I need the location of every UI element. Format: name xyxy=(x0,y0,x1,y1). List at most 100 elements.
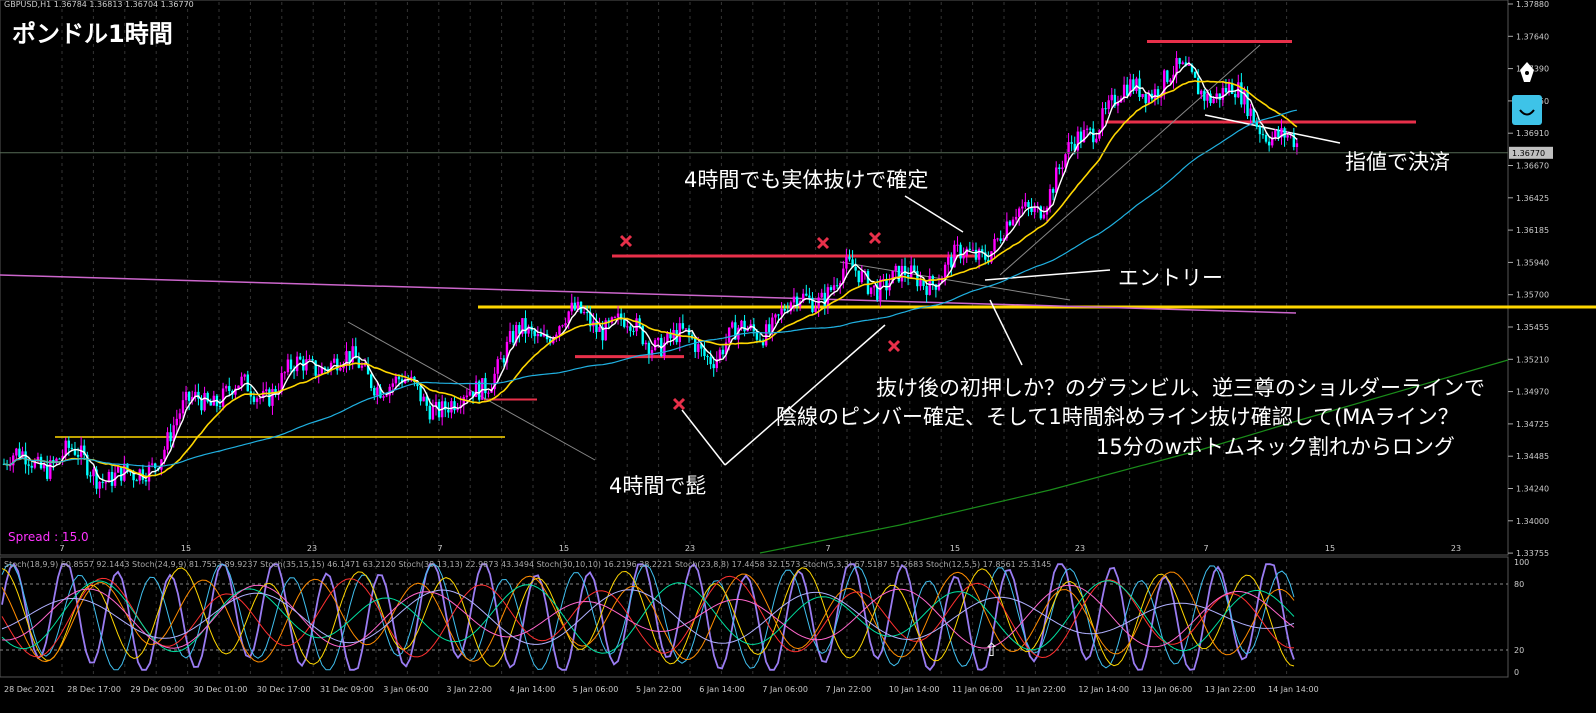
pointer-exit xyxy=(1204,114,1341,144)
pointer-wick-a xyxy=(681,409,726,466)
candle-body xyxy=(450,401,453,413)
candle-body xyxy=(194,391,197,397)
candle-body xyxy=(397,376,401,380)
smile-icon[interactable] xyxy=(1512,95,1542,125)
candle-body xyxy=(1274,130,1277,138)
current-price-label: 1.36770 xyxy=(1512,149,1545,158)
candle-body xyxy=(1206,93,1209,101)
candle-body xyxy=(703,348,706,357)
candle-body xyxy=(274,388,277,395)
candle-body xyxy=(835,285,839,287)
candle-body xyxy=(1039,206,1042,219)
candle-body xyxy=(336,358,339,371)
candle-body xyxy=(373,388,376,396)
candle-body xyxy=(197,391,200,399)
candle-body xyxy=(558,326,561,335)
candle-body xyxy=(271,388,274,406)
candle-body xyxy=(743,320,746,332)
candle-body xyxy=(814,307,817,313)
ma-fast-line xyxy=(3,62,1298,483)
current-price-badge xyxy=(1509,146,1553,159)
candle-body xyxy=(163,449,166,460)
day-label: 23 xyxy=(1451,544,1461,553)
candle-body xyxy=(505,341,509,363)
candle-body xyxy=(218,406,222,408)
price-label: 1.33755 xyxy=(1516,549,1549,558)
annotation-exit-limit: 指値で決済 xyxy=(1345,150,1450,174)
candle-body xyxy=(1187,64,1191,66)
candle-body xyxy=(447,409,450,413)
candle-body xyxy=(86,454,89,476)
candle-body xyxy=(1292,134,1296,148)
candle-body xyxy=(820,292,823,298)
candle-body xyxy=(1116,102,1120,106)
candle-body xyxy=(604,320,607,341)
candle-body xyxy=(937,283,941,290)
day-label: 7 xyxy=(437,544,442,553)
price-label: 1.36185 xyxy=(1516,226,1549,235)
candle-body xyxy=(805,293,808,296)
day-label: 7 xyxy=(59,544,64,553)
stoch-level-label: 80 xyxy=(1514,580,1524,589)
candle-body xyxy=(175,418,178,426)
candle-body xyxy=(1095,138,1098,143)
candle-body xyxy=(299,356,302,360)
candle-body xyxy=(58,458,61,460)
candle-body xyxy=(872,285,876,288)
candle-body xyxy=(940,277,944,284)
candle-body xyxy=(764,324,768,346)
candle-body xyxy=(1082,129,1086,143)
candle-body xyxy=(283,372,286,374)
candle-body xyxy=(990,251,993,263)
candle-body xyxy=(1267,141,1271,146)
candle-body xyxy=(774,314,777,318)
stoch-line xyxy=(1,562,1295,672)
candle-body xyxy=(385,395,388,397)
candle-body xyxy=(947,256,950,265)
candle-body xyxy=(370,374,373,389)
time-label: 10 Jan 14:00 xyxy=(889,685,940,694)
candle-body xyxy=(268,389,271,406)
candle-body xyxy=(1021,206,1024,209)
annotation-note-line3: 15分のwボトムネック割れからロング xyxy=(1096,435,1455,459)
candle-body xyxy=(882,278,885,280)
candle-body xyxy=(919,280,922,287)
pen-icon[interactable] xyxy=(1512,58,1542,88)
candle-body xyxy=(922,280,925,287)
price-label: 1.35940 xyxy=(1516,258,1549,267)
annotation-note-line1: 抜け後の初押しか？のグランビル、逆三尊のショルダーラインで xyxy=(876,376,1485,400)
time-label: 28 Dec 2021 xyxy=(4,685,55,694)
candle-body xyxy=(1283,128,1286,138)
candle-body xyxy=(1258,126,1262,135)
candle-body xyxy=(616,313,620,318)
candle-body xyxy=(478,381,481,400)
candle-body xyxy=(1033,207,1036,213)
candle-body xyxy=(623,319,626,327)
time-label: 6 Jan 14:00 xyxy=(699,685,745,694)
candle-body xyxy=(953,244,956,268)
annotation-confirm-4h: 4時間でも実体抜けで確定 xyxy=(684,168,929,192)
pointer-note xyxy=(989,299,1023,366)
candle-body xyxy=(897,265,901,282)
candle-body xyxy=(536,334,540,337)
price-label: 1.34000 xyxy=(1516,517,1549,526)
candle-body xyxy=(1175,58,1178,75)
candle-body xyxy=(323,367,327,369)
candle-body xyxy=(1126,84,1129,96)
ma-mid-line xyxy=(3,80,1298,478)
candle-body xyxy=(734,322,737,340)
candle-body xyxy=(83,445,86,455)
candle-body xyxy=(166,432,169,450)
candle-body xyxy=(758,339,762,341)
candle-body xyxy=(1243,90,1246,105)
candle-body xyxy=(595,321,598,332)
candle-body xyxy=(1249,108,1252,117)
candle-body xyxy=(928,275,931,295)
candle-body xyxy=(1153,89,1157,100)
candle-body xyxy=(1246,90,1249,117)
candle-body xyxy=(317,374,320,376)
candle-body xyxy=(792,296,796,303)
candle-body xyxy=(1113,94,1117,106)
candle-body xyxy=(527,326,530,334)
candle-body xyxy=(147,464,151,482)
